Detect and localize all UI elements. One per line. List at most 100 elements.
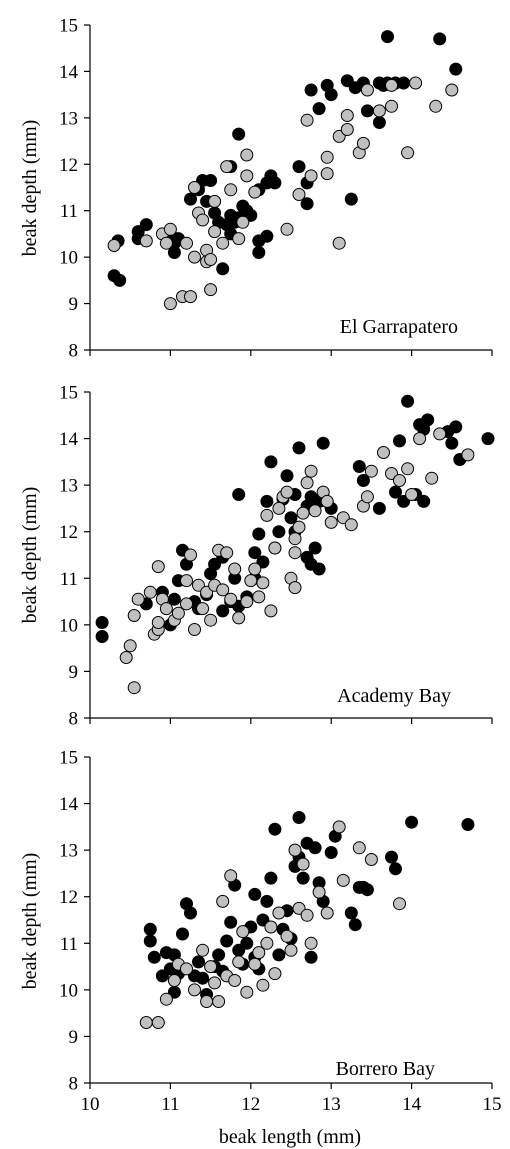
borrero-bay-data-point: [272, 906, 286, 920]
academy-bay-data-point: [244, 574, 258, 588]
el-garrapatero-data-point: [429, 99, 443, 113]
academy-bay-data-point: [252, 527, 266, 541]
academy-bay-data-point: [95, 616, 109, 629]
borrero-bay-data-point: [180, 962, 193, 976]
el-garrapatero-data-point: [208, 225, 222, 239]
academy-bay-y-tick-label: 11: [60, 569, 78, 590]
el-garrapatero-data-point: [324, 88, 338, 102]
academy-bay-data-point: [389, 485, 402, 499]
borrero-bay-data-point: [461, 818, 475, 831]
borrero-bay-data-point: [224, 915, 238, 929]
academy-bay-y-tick-label: 14: [59, 429, 79, 450]
academy-bay-data-point: [119, 651, 133, 664]
el-garrapatero-y-tick-label: 11: [60, 201, 78, 222]
borrero-bay-data-point: [268, 822, 282, 836]
academy-bay-data-point: [127, 609, 141, 622]
borrero-bay-data-point: [252, 946, 266, 960]
academy-bay-data-point: [232, 488, 246, 501]
academy-bay-data-point: [292, 520, 306, 534]
borrero-bay-data-point: [352, 841, 366, 855]
academy-bay-data-point: [204, 613, 218, 627]
borrero-bay-x-tick-label: 10: [81, 1094, 100, 1115]
academy-bay-data-point: [280, 485, 294, 499]
academy-bay-data-point: [413, 432, 427, 446]
el-garrapatero-data-point: [167, 246, 181, 259]
borrero-bay-data-point: [228, 974, 242, 987]
academy-bay-data-point: [372, 501, 386, 515]
el-garrapatero-data-point: [188, 181, 201, 194]
academy-bay-data-point: [288, 532, 302, 546]
academy-bay-y-tick-label: 12: [59, 522, 78, 543]
borrero-bay-data-point: [248, 957, 262, 971]
el-garrapatero-data-point: [252, 246, 266, 259]
academy-bay-data-point: [360, 490, 374, 504]
borrero-bay-data-point: [176, 927, 189, 941]
el-garrapatero-data-point: [360, 104, 374, 118]
borrero-bay-series-black: [143, 811, 475, 1001]
academy-bay-data-point: [256, 576, 270, 590]
panel-el-garrapatero: beak depth (mm) El Garrapatero 8 9 10 11 12 1…: [19, 16, 493, 362]
borrero-bay-data-point: [240, 985, 254, 999]
el-garrapatero-data-point: [240, 169, 254, 183]
borrero-bay-data-point: [220, 934, 234, 948]
panel-borrero-bay: beak depth (mm) Borrero Bay beak length …: [19, 748, 502, 1149]
borrero-bay-data-point: [143, 922, 157, 936]
borrero-bay-data-point: [260, 894, 274, 908]
academy-bay-data-point: [288, 581, 302, 595]
el-garrapatero-y-tick-label: 15: [59, 16, 78, 37]
panel-el-garrapatero-y-axis-title: beak depth (mm): [19, 120, 41, 257]
academy-bay-data-point: [304, 464, 318, 478]
el-garrapatero-data-point: [445, 83, 459, 97]
academy-bay-data-point: [284, 511, 298, 525]
academy-bay-data-point: [449, 420, 463, 434]
borrero-bay-data-point: [264, 920, 278, 934]
borrero-bay-data-point: [300, 908, 314, 922]
academy-bay-data-point: [264, 455, 278, 469]
borrero-bay-data-point: [332, 820, 346, 834]
borrero-bay-data-point: [405, 815, 419, 829]
borrero-bay-x-tick-label: 11: [161, 1094, 179, 1115]
borrero-bay-data-point: [344, 906, 358, 920]
academy-bay-data-point: [401, 394, 415, 408]
academy-bay-data-point: [264, 604, 278, 618]
academy-bay-data-point: [344, 518, 358, 532]
academy-bay-data-point: [417, 494, 431, 508]
el-garrapatero-data-point: [204, 253, 218, 266]
academy-bay-data-point: [216, 604, 230, 618]
borrero-bay-data-point: [272, 948, 286, 962]
borrero-bay-data-point: [324, 846, 338, 859]
el-garrapatero-data-point: [409, 76, 423, 90]
academy-bay-data-point: [143, 585, 157, 599]
academy-bay-data-point: [268, 541, 282, 555]
borrero-bay-data-point: [284, 943, 298, 957]
academy-bay-data-point: [224, 592, 238, 606]
x-axis-title: beak length (mm): [219, 1126, 361, 1148]
borrero-bay-data-point: [364, 853, 378, 866]
academy-bay-data-point: [228, 562, 242, 576]
borrero-bay-y-tick-label: 11: [60, 934, 78, 955]
borrero-bay-y-tick-label: 9: [69, 1027, 79, 1048]
borrero-bay-x-tick-label: 12: [241, 1094, 260, 1115]
borrero-bay-y-tick-label: 10: [59, 980, 78, 1001]
el-garrapatero-data-point: [232, 232, 246, 246]
borrero-bay-data-point: [224, 869, 238, 883]
academy-bay-data-point: [280, 469, 294, 483]
academy-bay-y-tick-label: 8: [69, 709, 79, 730]
academy-bay-y-tick-label: 13: [59, 476, 78, 497]
borrero-bay-data-point: [260, 936, 274, 950]
borrero-bay-data-point: [184, 906, 197, 920]
academy-bay-y-tick-label: 9: [69, 662, 79, 683]
borrero-bay-data-point: [139, 1016, 153, 1029]
borrero-bay-data-point: [204, 960, 218, 974]
borrero-bay-data-point: [143, 934, 157, 948]
el-garrapatero-data-point: [300, 197, 314, 211]
el-garrapatero-data-point: [360, 83, 374, 97]
borrero-bay-data-point: [304, 950, 318, 964]
academy-bay-data-point: [296, 506, 310, 520]
el-garrapatero-data-point: [188, 250, 201, 264]
borrero-bay-data-point: [212, 995, 226, 1008]
el-garrapatero-data-point: [268, 176, 282, 190]
borrero-bay-y-tick-label: 12: [59, 887, 78, 908]
el-garrapatero-data-point: [113, 273, 127, 287]
